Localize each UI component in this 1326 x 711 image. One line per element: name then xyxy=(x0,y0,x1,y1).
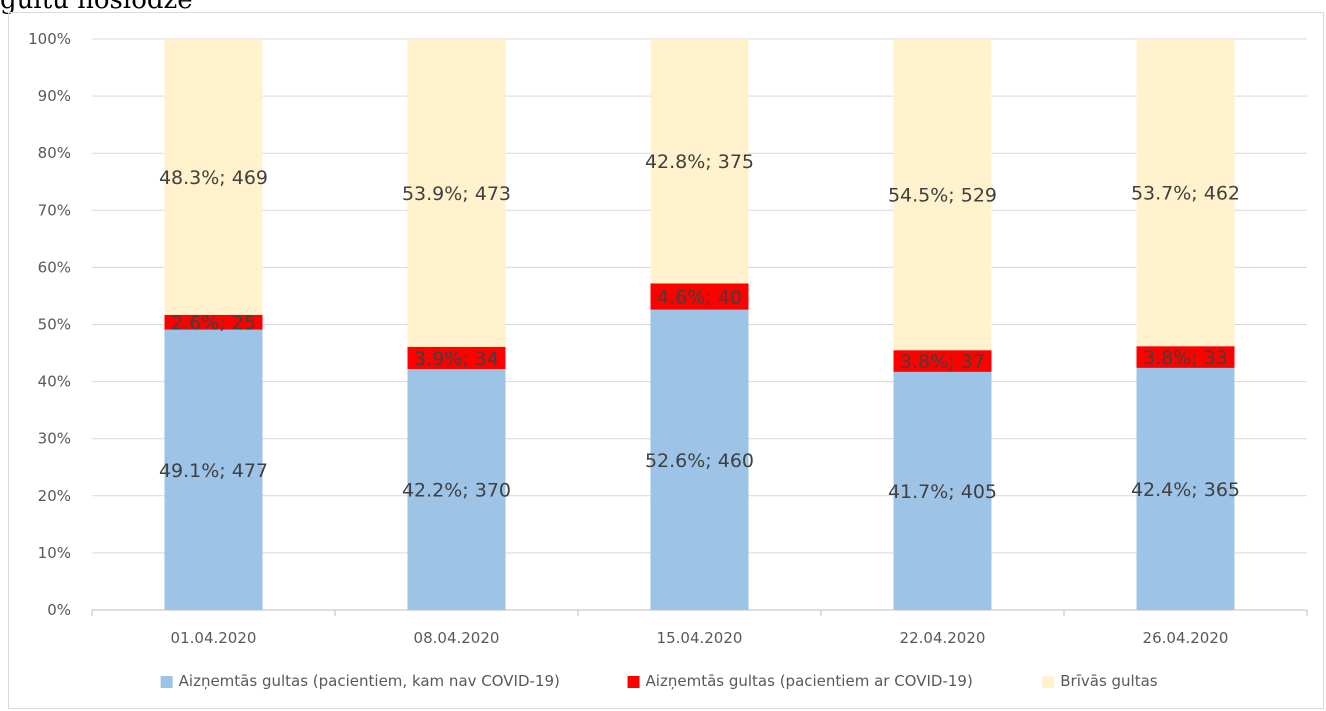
x-tick-label: 01.04.2020 xyxy=(171,629,257,647)
bar-segment-2-08.04.2020 xyxy=(407,346,506,370)
data-label: 4.6%; 40 xyxy=(657,287,742,309)
bar-segment-1-22.04.2020 xyxy=(893,371,992,610)
bar-segment-3-26.04.2020 xyxy=(1136,39,1235,347)
legend-label: Aizņemtās gultas (pacientiem ar COVID-19… xyxy=(646,672,973,690)
data-labels: 49.1%; 477 2.6%; 25 48.3%; 469 42.2%; 370 3.… xyxy=(159,151,1240,503)
y-tick-label: 20% xyxy=(38,487,71,505)
bar-segment-3-01.04.2020 xyxy=(164,39,263,315)
y-tick-label: 0% xyxy=(47,601,71,619)
bars xyxy=(164,39,1235,610)
y-tick-label: 10% xyxy=(38,544,71,562)
data-label: 53.9%; 473 xyxy=(402,183,511,205)
data-label: 53.7%; 462 xyxy=(1131,183,1240,205)
legend: Aizņemtās gultas (pacientiem, kam nav CO… xyxy=(160,672,1158,690)
x-tick-label: 22.04.2020 xyxy=(900,629,986,647)
data-label: 42.8%; 375 xyxy=(645,151,754,173)
legend-swatch xyxy=(1042,676,1055,688)
data-label: 3.8%; 33 xyxy=(1143,347,1228,369)
legend-swatch xyxy=(627,676,640,688)
y-axis-tick-labels: 0% 10% 20% 30% 40% 50% 60% 70% 80% 90% 100% xyxy=(28,30,71,619)
y-tick-label: 50% xyxy=(38,316,71,334)
bar-segment-2-26.04.2020 xyxy=(1136,346,1235,368)
data-label: 3.9%; 34 xyxy=(414,348,499,370)
legend-label: Brīvās gultas xyxy=(1060,672,1158,690)
chart-frame: 0% 10% 20% 30% 40% 50% 60% 70% 80% 90% 100% 49.1%;… xyxy=(8,12,1324,709)
x-tick-label: 15.04.2020 xyxy=(657,629,743,647)
data-label: 54.5%; 529 xyxy=(888,185,997,207)
bar-segment-2-15.04.2020 xyxy=(650,283,749,310)
bar-segment-2-22.04.2020 xyxy=(893,350,992,372)
data-label: 2.6%; 25 xyxy=(171,312,256,334)
bar-segment-1-08.04.2020 xyxy=(407,369,506,610)
x-tick-label: 08.04.2020 xyxy=(414,629,500,647)
data-label: 49.1%; 477 xyxy=(159,460,268,482)
data-label: 48.3%; 469 xyxy=(159,167,268,189)
x-axis xyxy=(91,609,1308,616)
y-tick-label: 40% xyxy=(38,373,71,391)
bar-segment-1-26.04.2020 xyxy=(1136,367,1235,610)
y-tick-label: 70% xyxy=(38,201,71,219)
x-tick-label: 26.04.2020 xyxy=(1143,629,1229,647)
bar-segment-3-15.04.2020 xyxy=(650,39,749,284)
bar-segment-1-15.04.2020 xyxy=(650,309,749,610)
bar-segment-3-22.04.2020 xyxy=(893,39,992,351)
data-label: 41.7%; 405 xyxy=(888,481,997,503)
y-tick-label: 90% xyxy=(38,87,71,105)
x-axis-tick-labels: 01.04.2020 08.04.2020 15.04.2020 22.04.2020… xyxy=(171,629,1229,647)
y-tick-label: 30% xyxy=(38,430,71,448)
data-label: 3.8%; 37 xyxy=(900,351,985,373)
bar-segment-2-01.04.2020 xyxy=(164,314,263,330)
legend-swatch xyxy=(160,676,173,688)
data-label: 52.6%; 460 xyxy=(645,450,754,472)
bar-segment-3-08.04.2020 xyxy=(407,39,506,347)
stacked-bar-chart: 0% 10% 20% 30% 40% 50% 60% 70% 80% 90% 100% 49.1%;… xyxy=(28,30,1308,690)
y-tick-label: 80% xyxy=(38,144,71,162)
bar-segment-1-01.04.2020 xyxy=(164,329,263,610)
legend-label: Aizņemtās gultas (pacientiem, kam nav CO… xyxy=(179,672,560,690)
data-label: 42.2%; 370 xyxy=(402,480,511,502)
data-label: 42.4%; 365 xyxy=(1131,479,1240,501)
y-tick-label: 60% xyxy=(38,258,71,276)
y-tick-label: 100% xyxy=(28,30,71,48)
header-fragment: gultu noslodze xyxy=(0,0,193,15)
